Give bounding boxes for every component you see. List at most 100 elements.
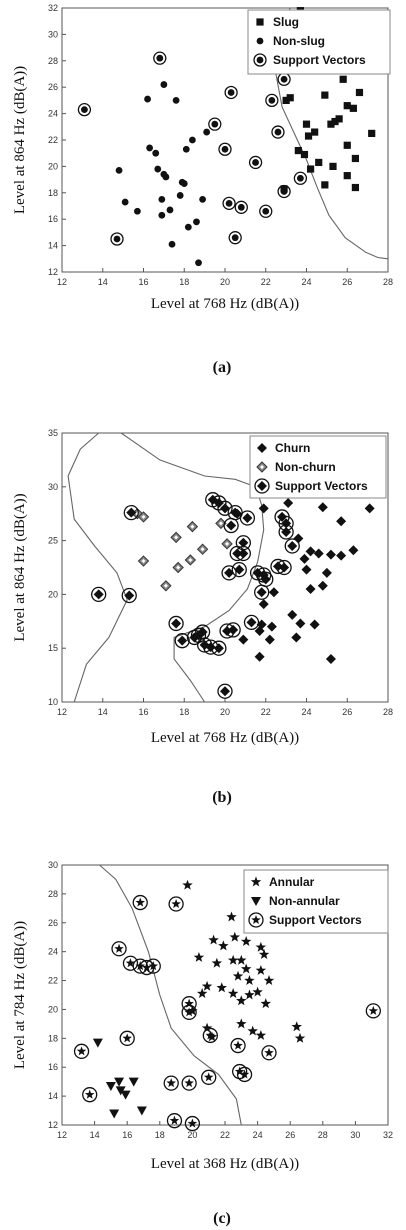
data-point-open-circle-core [280, 75, 288, 83]
legend-label: Slug [273, 15, 299, 29]
data-point-diamond-hatched-inner [190, 524, 195, 529]
data-point-open-circle-diamond [186, 629, 203, 646]
data-point-diamond [299, 553, 310, 564]
data-point-open-circle [224, 85, 238, 100]
data-point-star [236, 954, 247, 965]
data-point-circle [203, 128, 211, 136]
y-tick-label: 26 [48, 918, 58, 928]
data-point-open-circle-diamond-core [272, 561, 283, 572]
y-tick-label: 15 [48, 643, 58, 653]
data-point-square [321, 91, 329, 99]
data-point-open-circle-star-core [184, 1078, 194, 1088]
data-point-open-circle-diamond [174, 633, 190, 649]
data-point-square [351, 183, 359, 192]
data-point-star [216, 982, 227, 993]
data-point-open-circle-star-core [187, 1118, 198, 1128]
data-point-open-circle-star-core [239, 1069, 250, 1079]
data-point-triangle-down [114, 1077, 125, 1087]
data-point-star [201, 1022, 213, 1033]
data-point-star [291, 1021, 302, 1032]
x-axis-label: Level at 768 Hz (dB(A)) [151, 730, 299, 746]
data-point-square [343, 172, 351, 180]
x-tick-label: 22 [261, 277, 271, 287]
data-point-star [211, 957, 223, 968]
data-point-open-circle [218, 142, 232, 156]
data-point-open-circle-star-core [84, 1089, 95, 1099]
legend-marker [251, 897, 261, 906]
x-tick-label: 32 [383, 1130, 393, 1140]
data-point-circle [121, 198, 129, 206]
data-point-circle [144, 95, 151, 103]
y-tick-label: 14 [48, 1091, 58, 1101]
legend-marker-core [257, 481, 267, 491]
data-point-open-circle-diamond-core [238, 537, 249, 548]
legend-label: Non-churn [275, 460, 336, 474]
data-point-open-circle-diamond [217, 683, 233, 699]
data-point-open-circle-star [122, 955, 139, 971]
legend-label: Churn [275, 441, 310, 455]
data-point-open-circle-star [73, 1043, 90, 1059]
x-tick-label: 28 [383, 277, 393, 287]
data-point-diamond [291, 632, 302, 643]
data-point-open-circle-diamond-core [93, 589, 104, 600]
data-point-open-circle [110, 232, 124, 246]
x-tick-label: 24 [253, 1130, 263, 1140]
y-axis-label: Level at 784 Hz (dB(A)) [12, 921, 28, 1069]
legend-marker [250, 876, 262, 887]
data-point-open-circle-diamond [194, 624, 211, 640]
data-point-square [306, 165, 315, 173]
data-point-square [282, 96, 290, 104]
data-point-open-circle-diamond [123, 504, 139, 521]
legend-marker [248, 912, 264, 928]
data-point-open-circle-core [211, 120, 219, 128]
y-tick-label: 18 [48, 1033, 58, 1043]
legend-marker [256, 18, 264, 26]
data-point-star [255, 941, 267, 952]
panel-caption: (a) [213, 359, 232, 376]
data-point-circle [199, 196, 206, 203]
y-tick-label: 22 [48, 135, 58, 145]
data-point-star [244, 975, 255, 986]
data-point-open-circle-star-core [148, 961, 159, 971]
data-point-diamond [266, 621, 277, 632]
x-tick-label: 20 [220, 707, 230, 717]
data-point-open-circle-core [221, 145, 229, 153]
data-point-square [343, 102, 351, 110]
data-point-open-circle [259, 204, 273, 218]
data-point-open-circle-star-core [114, 943, 124, 953]
legend-marker [254, 478, 270, 494]
data-point-square [329, 162, 337, 170]
y-tick-label: 12 [48, 1120, 58, 1130]
data-point-open-circle-diamond-core [256, 587, 267, 598]
x-tick-label: 20 [187, 1130, 197, 1140]
y-tick-label: 16 [48, 1062, 58, 1072]
data-point-open-circle-star [230, 1037, 246, 1054]
data-point-circle [172, 97, 180, 104]
data-point-open-circle-core [268, 97, 276, 104]
y-tick-label: 24 [48, 109, 58, 119]
data-point-open-circle-diamond-core [124, 590, 135, 601]
data-point-open-circle-core [237, 203, 245, 211]
decision-boundary [120, 432, 265, 703]
data-point-open-circle-star-core [203, 1072, 214, 1082]
data-point-diamond [305, 546, 316, 557]
data-point-square [355, 88, 364, 97]
data-point-open-circle-core [296, 174, 304, 182]
data-point-open-circle-star-core [368, 1005, 379, 1015]
legend-label: Non-annular [269, 894, 340, 908]
data-point-open-circle-star-core [122, 1033, 132, 1043]
data-point-diamond-hatched-inner [188, 557, 193, 562]
legend-box [247, 9, 391, 75]
data-point-triangle-down [109, 1109, 120, 1119]
legend-marker [253, 53, 267, 67]
data-point-open-circle-diamond-core [226, 520, 237, 531]
y-tick-label: 10 [48, 697, 58, 707]
x-tick-label: 24 [301, 277, 311, 287]
data-point-open-circle-star [365, 1003, 381, 1019]
data-point-circle [176, 192, 184, 199]
y-tick-label: 20 [48, 589, 58, 599]
data-point-open-circle-diamond [91, 586, 107, 603]
data-point-diamond [254, 625, 265, 636]
data-point-open-circle-diamond [235, 545, 251, 562]
